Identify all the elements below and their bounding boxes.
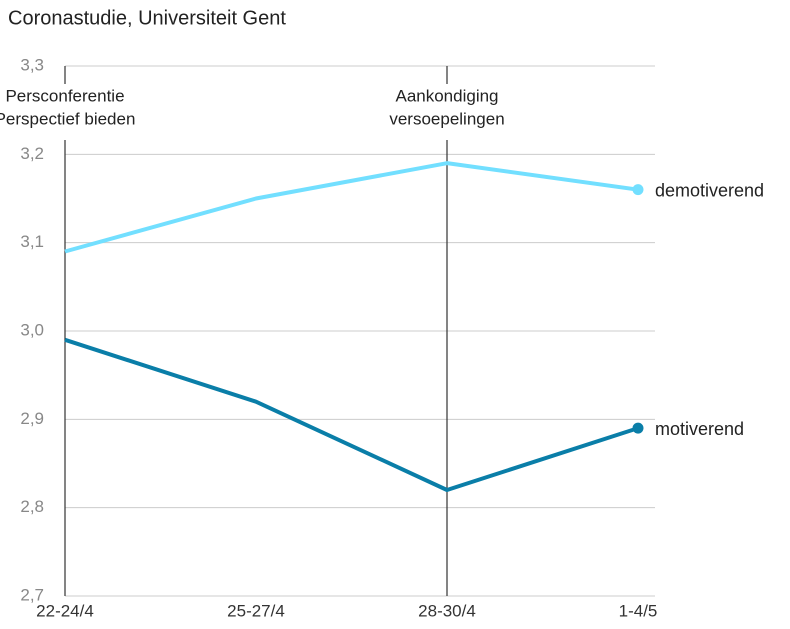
annotation-background [0,84,160,140]
annotation-text: versoepelingen [389,109,504,128]
line-series [64,337,639,492]
y-tick-label: 2,7 [20,585,44,604]
annotation-background [352,84,542,140]
end-dot [632,422,644,434]
x-tick-label: 28-30/4 [418,601,476,620]
chart-title: Coronastudie, Universiteit Gent [8,7,286,29]
series-label: demotiverend [655,180,764,200]
annotation-text: Aankondiging [395,86,498,105]
x-tick-label: 25-27/4 [227,601,285,620]
y-tick-label: 2,9 [20,409,44,428]
y-tick-label: 3,1 [20,232,44,251]
x-tick-label: 1-4/5 [619,601,658,620]
annotation-text: Perspectief bieden [0,109,135,128]
y-tick-label: 3,0 [20,320,44,339]
x-tick-label: 22-24/4 [36,601,94,620]
series-label: motiverend [655,419,744,439]
y-tick-label: 3,3 [20,55,44,74]
y-tick-label: 2,8 [20,497,44,516]
y-tick-label: 3,2 [20,144,44,163]
annotation-text: Persconferentie [5,86,124,105]
end-dot [632,184,644,196]
line-series [64,161,639,254]
